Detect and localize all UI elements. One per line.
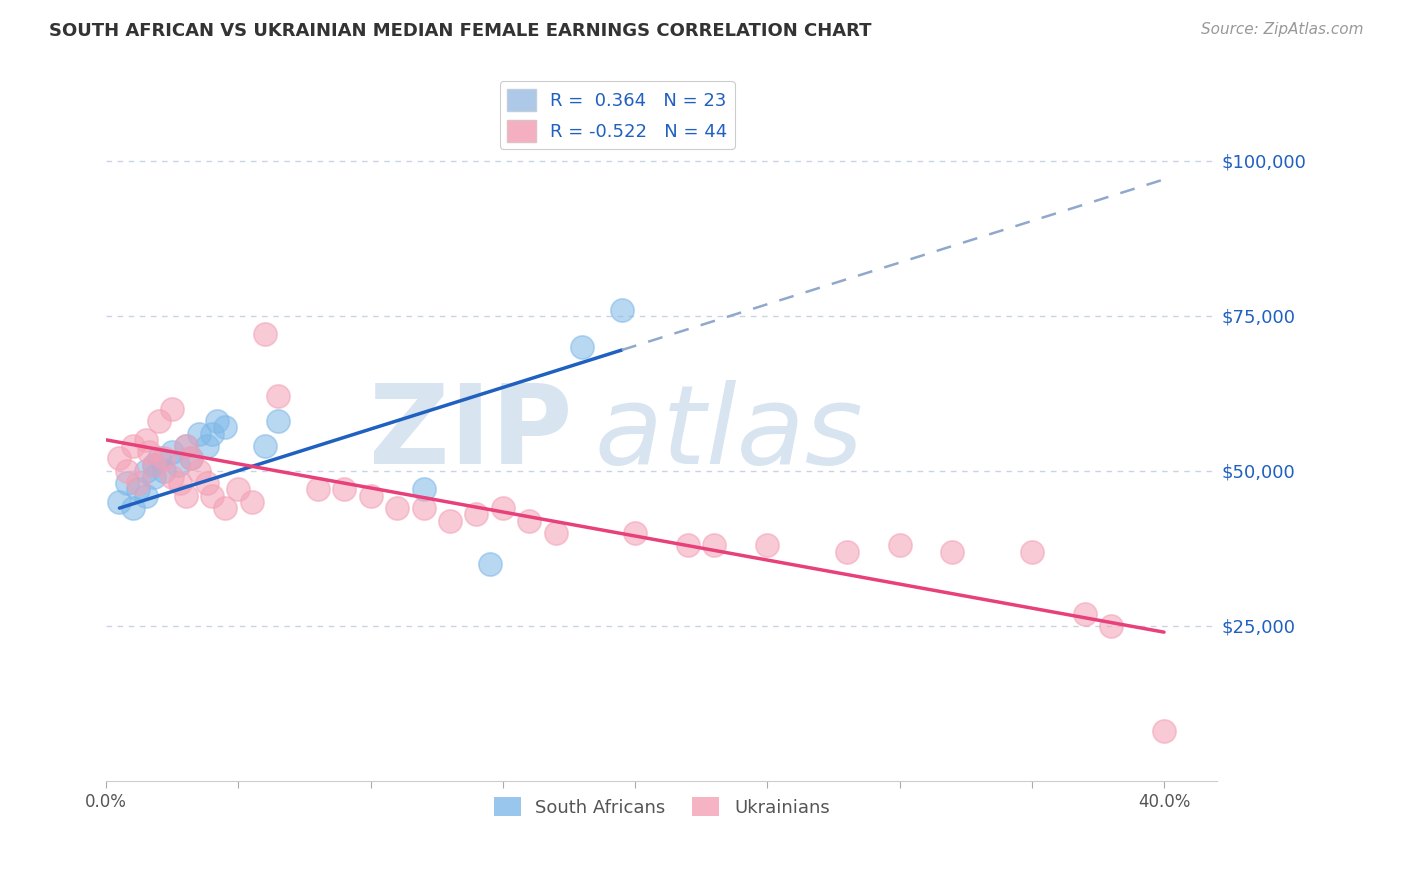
Point [180,451,202,466]
Point [703,538,725,552]
Text: ZIP: ZIP [370,380,572,487]
Point [360,489,382,503]
Point [148,414,170,428]
Point [1021,544,1043,558]
Point [121,501,143,516]
Point [1073,607,1095,621]
Point [201,489,224,503]
Point [676,538,699,552]
Point [478,557,501,571]
Point [195,476,218,491]
Point [108,495,131,509]
Point [187,426,209,441]
Point [195,439,218,453]
Text: SOUTH AFRICAN VS UKRAINIAN MEDIAN FEMALE EARNINGS CORRELATION CHART: SOUTH AFRICAN VS UKRAINIAN MEDIAN FEMALE… [49,22,872,40]
Point [174,439,197,453]
Point [756,538,779,552]
Point [624,525,647,540]
Point [412,501,434,516]
Point [240,495,263,509]
Point [492,501,515,516]
Point [889,538,911,552]
Point [187,464,209,478]
Point [138,445,160,459]
Point [228,483,250,497]
Point [127,476,149,491]
Text: atlas: atlas [595,380,863,487]
Point [267,389,290,403]
Point [253,439,276,453]
Text: Source: ZipAtlas.com: Source: ZipAtlas.com [1201,22,1364,37]
Point [169,476,191,491]
Point [180,451,202,466]
Point [166,458,188,472]
Point [544,525,567,540]
Point [142,458,165,472]
Point [439,514,461,528]
Point [253,327,276,342]
Point [135,489,157,503]
Point [135,433,157,447]
Point [333,483,356,497]
Point [610,302,633,317]
Point [108,451,131,466]
Point [127,483,149,497]
Point [135,464,157,478]
Point [162,401,184,416]
Point [174,489,197,503]
Point [117,476,139,491]
Point [153,451,176,466]
Point [465,508,488,522]
Point [1153,724,1175,739]
Point [153,464,176,478]
Point [1099,619,1122,633]
Legend: South Africans, Ukrainians: South Africans, Ukrainians [486,790,837,824]
Point [385,501,408,516]
Point [571,340,593,354]
Point [941,544,963,558]
Point [142,458,165,472]
Point [117,464,139,478]
Point [267,414,290,428]
Point [835,544,858,558]
Point [214,420,236,434]
Point [162,470,184,484]
Point [174,439,197,453]
Point [214,501,236,516]
Point [517,514,540,528]
Point [148,451,170,466]
Point [207,414,229,428]
Point [201,426,224,441]
Point [412,483,434,497]
Point [307,483,329,497]
Point [142,470,165,484]
Point [162,445,184,459]
Point [121,439,143,453]
